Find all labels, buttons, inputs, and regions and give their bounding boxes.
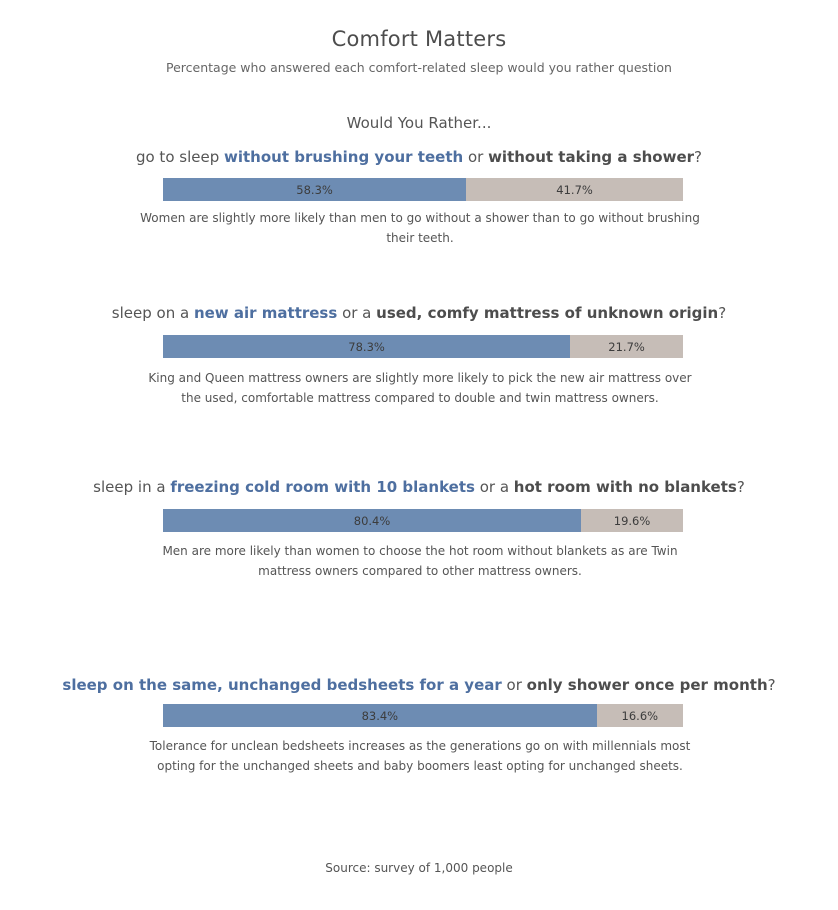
insight-note-2: King and Queen mattress owners are sligh… [148,371,692,405]
question-suffix: ? [736,478,745,496]
option-a-label: sleep on the same, unchanged bedsheets f… [62,676,502,694]
bar-segment-a: 78.3% [163,335,571,358]
question-suffix: ? [767,676,776,694]
source-note: Source: survey of 1,000 people [325,861,513,875]
data-label-a: 78.3% [348,339,385,354]
question-mid: or [463,148,489,166]
data-label-b: 19.6% [613,513,651,528]
data-label-a: 83.4% [361,708,399,723]
question-prefix: sleep in a [93,478,171,496]
option-a-label: without brushing your teeth [224,148,464,166]
data-label-b: 21.7% [608,339,645,354]
question-prefix: go to sleep [135,148,224,166]
bar-segment-a: 58.3% [163,178,467,201]
data-label-b: 41.7% [556,182,593,197]
question-suffix: ? [694,148,703,166]
insight-note-4: Tolerance for unclean bedsheets increase… [149,739,691,773]
question-1: go to sleep without brushing your teeth … [0,148,838,166]
question-mid: or a [337,304,377,322]
stacked-bar-1: 58.3% 41.7% [163,178,683,201]
stacked-bar-2: 78.3% 21.7% [163,335,683,358]
stacked-bar-4: 83.4% 16.6% [163,704,683,727]
insight-note-1: Women are slightly more likely than men … [140,211,700,245]
question-2: sleep on a new air mattress or a used, c… [0,304,838,322]
option-a-label: freezing cold room with 10 blankets [170,478,475,496]
option-b-label: hot room with no blankets [513,478,737,496]
bar-segment-b: 16.6% [596,704,683,727]
chart-title: Comfort Matters [331,27,507,51]
insight-note-3: Men are more likely than women to choose… [162,544,678,578]
data-label-a: 58.3% [296,182,333,197]
option-a-label: new air mattress [193,304,338,322]
bar-segment-b: 21.7% [570,335,683,358]
data-label-a: 80.4% [353,513,391,528]
data-label-b: 16.6% [621,708,659,723]
option-b-label: without taking a shower [488,148,695,166]
question-suffix: ? [718,304,727,322]
option-b-label: only shower once per month [526,676,768,694]
bar-segment-a: 80.4% [163,509,582,532]
bar-segment-a: 83.4% [163,704,597,727]
bar-segment-b: 41.7% [466,178,683,201]
question-mid: or [501,676,527,694]
question-3: sleep in a freezing cold room with 10 bl… [0,478,838,496]
option-b-label: used, comfy mattress of unknown origin [376,304,719,322]
question-4: sleep on the same, unchanged bedsheets f… [0,676,838,694]
chart-subtitle: Percentage who answered each comfort-rel… [166,60,672,75]
stacked-bar-3: 80.4% 19.6% [163,509,683,532]
question-prefix: sleep on a [111,304,194,322]
question-mid: or a [474,478,514,496]
section-header: Would You Rather... [346,114,492,132]
bar-segment-b: 19.6% [581,509,683,532]
